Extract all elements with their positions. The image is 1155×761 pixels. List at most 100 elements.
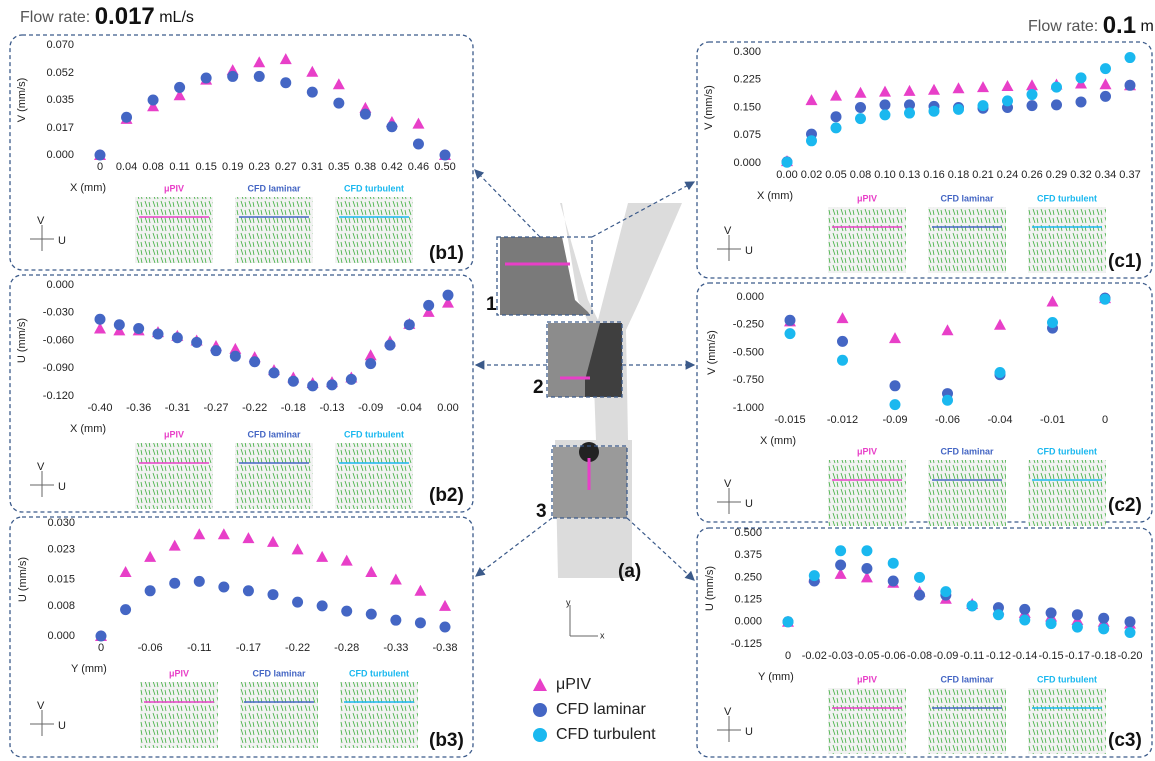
data-point	[366, 609, 377, 620]
data-point	[830, 90, 842, 101]
chart: (c3)0.5000.3750.2500.1250.000-0.1250-0.0…	[697, 527, 1152, 757]
chart: (b2)0.000-0.030-0.060-0.090-0.120-0.40-0…	[10, 275, 473, 512]
axis-x: x	[600, 630, 605, 640]
y-tick-label: 0.015	[47, 573, 75, 585]
inset-vectors	[235, 443, 313, 509]
data-point	[390, 574, 402, 585]
x-tick-label: -0.18	[281, 402, 306, 414]
data-point	[218, 528, 230, 539]
inset-label: μPIV	[857, 193, 877, 203]
data-point	[267, 536, 279, 547]
y-tick-label: -0.120	[43, 390, 74, 402]
data-point	[280, 53, 292, 64]
flow-rate-left: Flow rate: 0.017 mL/s	[20, 3, 194, 30]
y-tick-label: 0.000	[46, 149, 74, 161]
data-point	[280, 77, 291, 88]
data-point	[1125, 52, 1136, 63]
x-tick-label: -0.22	[285, 642, 310, 654]
x-tick-label: -0.05	[854, 650, 879, 662]
data-point	[904, 108, 915, 119]
data-point	[443, 290, 454, 301]
data-point	[1076, 72, 1087, 83]
data-point	[333, 98, 344, 109]
inset-vectors	[1028, 688, 1106, 754]
data-point	[929, 106, 940, 117]
x-tick-label: 0.32	[1070, 169, 1091, 181]
data-point	[172, 332, 183, 343]
y-tick-label: 0.125	[734, 594, 762, 606]
axis-y: y	[566, 597, 571, 607]
x-tick-label: -0.012	[827, 414, 858, 426]
inset-vectors	[828, 207, 906, 273]
axes-icon	[717, 235, 741, 261]
panel-label: (b2)	[429, 485, 464, 506]
x-tick-label: -0.01	[1040, 414, 1065, 426]
data-point	[904, 85, 916, 96]
data-point	[413, 139, 424, 150]
y-axis-title: U (mm/s)	[17, 557, 29, 602]
data-point	[133, 323, 144, 334]
x-tick-label: -0.09	[358, 402, 383, 414]
inset-label: CFD turbulent	[349, 668, 409, 678]
inset-label: CFD laminar	[252, 668, 306, 678]
data-point	[1100, 294, 1111, 305]
data-point	[386, 121, 397, 132]
data-point	[837, 336, 848, 347]
data-point	[994, 319, 1006, 330]
data-point	[365, 566, 377, 577]
y-tick-label: 0.000	[47, 630, 75, 642]
y-tick-label: 0.017	[46, 122, 74, 134]
y-tick-label: -0.750	[733, 374, 764, 386]
inset-label: CFD turbulent	[1037, 193, 1097, 203]
panel-label: (c2)	[1108, 495, 1142, 516]
data-point	[253, 56, 265, 67]
data-point	[174, 82, 185, 93]
axes-icon	[30, 471, 54, 497]
data-point	[201, 73, 212, 84]
data-point	[942, 395, 953, 406]
data-point	[1002, 80, 1014, 91]
data-point	[914, 590, 925, 601]
x-tick-label: 0	[98, 642, 104, 654]
y-axis-title: U (mm/s)	[16, 318, 28, 363]
data-point	[861, 563, 872, 574]
inset-vectors	[240, 682, 318, 748]
data-point	[1019, 615, 1030, 626]
axes-icon-label: V	[37, 215, 45, 227]
region-label: 3	[536, 501, 547, 522]
x-tick-label: 0.19	[222, 161, 243, 173]
data-point	[254, 71, 265, 82]
data-point	[1026, 79, 1038, 90]
y-tick-label: -0.125	[731, 638, 762, 650]
x-axis-title: X (mm)	[757, 190, 793, 202]
inset-label: CFD turbulent	[344, 183, 404, 193]
x-tick-label: 0	[785, 650, 791, 662]
x-tick-label: -0.15	[1039, 650, 1064, 662]
x-tick-label: -0.40	[87, 402, 112, 414]
x-tick-label: -0.31	[165, 402, 190, 414]
inset-vectors	[928, 688, 1006, 754]
flow-unit: mL/s	[159, 9, 194, 26]
data-point	[306, 66, 318, 77]
data-point	[365, 358, 376, 369]
data-point	[1125, 627, 1136, 638]
inset-vectors	[335, 197, 413, 263]
x-tick-label: -0.14	[1012, 650, 1037, 662]
data-point	[333, 78, 345, 89]
x-tick-label: 0.26	[1021, 169, 1042, 181]
data-point	[806, 94, 818, 105]
y-tick-label: -0.030	[43, 307, 74, 319]
data-point	[1047, 317, 1058, 328]
y-axis-title: U (mm/s)	[704, 566, 716, 611]
y-tick-label: 0.030	[47, 517, 75, 529]
x-tick-label: 0.35	[328, 161, 349, 173]
y-tick-label: 0.000	[734, 616, 762, 628]
axes-icon	[30, 710, 54, 736]
inset-vectors	[235, 197, 313, 263]
x-tick-label: -0.015	[774, 414, 805, 426]
x-tick-label: 0.15	[195, 161, 216, 173]
figure: Flow rate: 0.017 mL/s Flow rate: 0.1 mL/…	[0, 0, 1155, 761]
y-tick-label: 0.023	[47, 543, 75, 555]
data-point	[953, 104, 964, 115]
